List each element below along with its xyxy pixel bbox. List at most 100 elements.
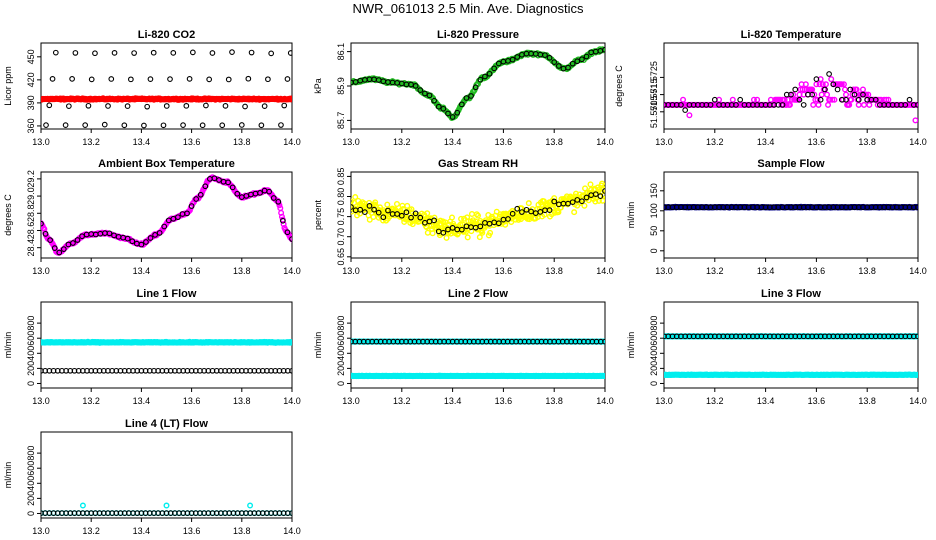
- data-point: [838, 81, 845, 88]
- y-tick-label: 100: [649, 203, 659, 218]
- data-point: [885, 96, 892, 103]
- data-point: [275, 198, 282, 205]
- x-tick-label: 13.4: [444, 266, 462, 276]
- data-point: [458, 101, 465, 108]
- data-point: [812, 96, 819, 103]
- series-layer: [351, 46, 605, 121]
- data-point: [190, 49, 196, 56]
- data-point: [840, 81, 847, 88]
- data-point: [602, 183, 605, 190]
- data-point: [825, 101, 832, 108]
- y-tick-label: 200: [26, 491, 36, 506]
- data-point: [141, 122, 147, 129]
- data-point: [47, 237, 53, 243]
- data-point: [906, 96, 913, 103]
- data-point: [281, 102, 288, 109]
- data-point: [686, 112, 693, 119]
- data-point: [180, 122, 186, 128]
- data-point: [225, 179, 231, 186]
- y-tick-label: 28.6: [26, 222, 36, 240]
- x-tick-label: 13.4: [757, 396, 775, 406]
- y-tick-label: 200: [336, 361, 346, 376]
- y-axis-label: ml/min: [626, 202, 636, 229]
- data-point: [546, 54, 553, 61]
- panel-title: Li-820 CO2: [138, 29, 195, 41]
- data-point: [822, 81, 829, 88]
- data-point: [729, 96, 736, 103]
- series-line-1-cyan: [41, 338, 292, 346]
- data-point: [163, 103, 170, 109]
- data-point: [170, 49, 177, 56]
- y-tick-label: 85.7: [336, 112, 346, 130]
- data-point: [352, 194, 359, 201]
- data-point: [202, 183, 209, 190]
- y-tick-label: 0: [336, 381, 346, 386]
- data-point: [514, 205, 521, 212]
- data-point: [509, 56, 516, 63]
- data-point: [88, 76, 95, 83]
- panel-title: Li-820 Pressure: [437, 29, 519, 41]
- y-tick-label: 0: [26, 381, 36, 386]
- plot-frame: [40, 42, 293, 130]
- data-point: [475, 212, 482, 219]
- data-point: [476, 234, 483, 241]
- y-tick-label: 0.75: [336, 208, 346, 226]
- data-point: [822, 86, 828, 93]
- data-point: [592, 191, 599, 198]
- data-point: [289, 96, 292, 103]
- data-point: [289, 367, 292, 374]
- y-tick-label: 51.5715: [649, 78, 659, 111]
- data-point: [101, 121, 108, 128]
- x-tick-label: 13.0: [32, 266, 50, 276]
- data-point: [147, 76, 154, 82]
- data-point: [56, 249, 63, 256]
- data-point: [682, 107, 689, 113]
- data-point: [587, 181, 594, 188]
- data-point: [431, 97, 437, 104]
- data-point: [41, 220, 44, 227]
- data-point: [188, 203, 195, 209]
- data-point: [816, 81, 823, 88]
- data-point: [175, 214, 181, 221]
- y-tick-label: 0: [26, 511, 36, 516]
- data-point: [366, 216, 373, 223]
- data-point: [384, 201, 391, 208]
- x-tick-label: 13.0: [32, 396, 50, 406]
- data-point: [258, 122, 265, 129]
- data-point: [206, 76, 213, 83]
- x-tick-label: 14.0: [283, 396, 301, 406]
- x-tick-label: 13.8: [545, 137, 563, 147]
- data-point: [72, 50, 79, 56]
- panel-title: Li-820 Temperature: [741, 29, 842, 41]
- plot-frame: [350, 171, 606, 259]
- series-pressure: [351, 46, 605, 121]
- y-tick-label: 50: [649, 226, 659, 236]
- data-point: [847, 86, 854, 93]
- x-tick-label: 13.6: [808, 396, 826, 406]
- data-point: [284, 76, 291, 82]
- data-point: [143, 239, 149, 245]
- data-point: [597, 193, 604, 199]
- data-point: [106, 230, 113, 237]
- data-point: [380, 217, 387, 224]
- data-point: [853, 86, 860, 93]
- y-axis-label: degrees C: [3, 194, 13, 236]
- data-point: [583, 53, 590, 60]
- series-box-temperature: [41, 174, 292, 256]
- y-tick-label: 450: [26, 49, 36, 64]
- data-point: [375, 209, 382, 216]
- y-tick-label: 0.80: [336, 188, 346, 206]
- data-point: [371, 206, 377, 213]
- data-point: [602, 372, 605, 379]
- series-temperature-markers: [664, 71, 918, 113]
- x-tick-label: 13.6: [808, 266, 826, 276]
- data-point: [234, 190, 241, 197]
- data-point: [124, 103, 131, 109]
- data-point: [424, 229, 431, 236]
- data-point: [203, 102, 209, 109]
- y-axis-label: ml/min: [313, 332, 323, 359]
- data-point: [121, 122, 128, 129]
- x-tick-label: 13.6: [183, 266, 201, 276]
